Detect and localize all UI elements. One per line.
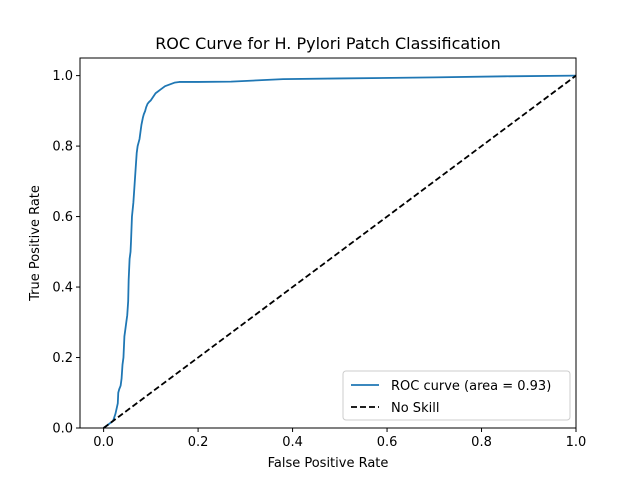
- y-tick-label: 0.2: [52, 351, 73, 366]
- x-tick-label: 0.0: [93, 435, 114, 450]
- no-skill-line: [103, 74, 577, 429]
- x-axis: 0.0 0.2 0.4 0.6 0.8 1.0: [93, 428, 586, 450]
- y-axis-label: True Positive Rate: [28, 185, 43, 302]
- legend: ROC curve (area = 0.93) No Skill: [342, 370, 571, 421]
- plot-area: [103, 74, 577, 429]
- x-tick-label: 0.8: [471, 435, 492, 450]
- y-tick-label: 0.6: [52, 210, 73, 225]
- y-tick-label: 1.0: [52, 69, 73, 84]
- x-axis-label: False Positive Rate: [268, 456, 389, 471]
- x-tick-label: 0.4: [282, 435, 303, 450]
- y-tick-label: 0.4: [52, 281, 73, 296]
- plot-frame: [79, 57, 577, 429]
- roc-curve-line: [103, 74, 577, 429]
- y-tick-label: 0.8: [52, 140, 73, 155]
- legend-box: [342, 370, 571, 421]
- y-axis: 0.0 0.2 0.4 0.6 0.8 1.0: [52, 69, 80, 437]
- x-tick-label: 0.2: [188, 435, 209, 450]
- x-tick-label: 0.6: [377, 435, 398, 450]
- x-tick-label: 1.0: [566, 435, 587, 450]
- y-tick-label: 0.0: [52, 422, 73, 437]
- series-layer: [103, 74, 577, 429]
- legend-label-roc: ROC curve (area = 0.93): [391, 379, 551, 394]
- legend-label-no-skill: No Skill: [391, 401, 439, 416]
- chart-title: ROC Curve for H. Pylori Patch Classifica…: [155, 34, 501, 53]
